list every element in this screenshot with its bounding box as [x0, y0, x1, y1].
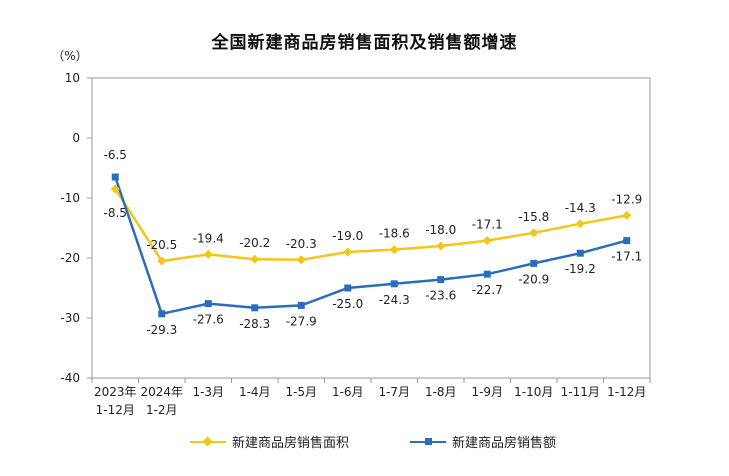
data-label-sales-amount: -25.0 — [332, 297, 363, 311]
data-point-sales-area — [389, 245, 399, 255]
data-label-sales-amount: -19.2 — [565, 262, 596, 276]
y-tick-label: -10 — [60, 191, 80, 205]
data-point-sales-area — [482, 236, 492, 246]
x-tick-label: 1-5月 — [285, 385, 317, 399]
data-point-sales-area — [529, 228, 539, 238]
data-point-sales-area — [622, 210, 632, 220]
data-label-sales-area: -18.6 — [379, 227, 410, 241]
data-point-sales-amount — [483, 270, 491, 278]
data-point-sales-amount — [576, 249, 584, 257]
legend-swatch-area — [190, 436, 226, 446]
chart-legend: 新建商品房销售面积 新建商品房销售额 — [0, 432, 729, 456]
data-label-sales-amount: -27.6 — [193, 313, 224, 327]
data-label-sales-area: -20.2 — [239, 236, 270, 250]
data-label-sales-area: -20.3 — [286, 237, 317, 251]
data-label-sales-area: -19.0 — [332, 229, 363, 243]
data-label-sales-area: -20.5 — [146, 238, 177, 252]
legend-item-area: 新建商品房销售面积 — [190, 432, 349, 451]
legend-swatch-sales — [410, 437, 446, 445]
x-tick-label: 1-12月 — [607, 385, 646, 399]
x-tick-label: 1-10月 — [514, 385, 553, 399]
data-label-sales-amount: -20.9 — [518, 272, 549, 286]
data-label-sales-amount: -6.5 — [104, 148, 127, 162]
data-point-sales-amount — [344, 284, 352, 292]
data-point-sales-amount — [251, 304, 259, 312]
x-tick-label: 1-6月 — [332, 385, 364, 399]
data-point-sales-amount — [158, 310, 166, 318]
data-point-sales-area — [575, 219, 585, 229]
data-label-sales-area: -18.0 — [425, 223, 456, 237]
x-tick-label: 1-4月 — [239, 385, 271, 399]
data-label-sales-amount: -29.3 — [146, 323, 177, 337]
x-tick-label: 2024年 — [140, 385, 183, 399]
data-label-sales-area: -8.5 — [104, 206, 127, 220]
data-label-sales-amount: -27.9 — [286, 314, 317, 328]
x-tick-label: 2023年 — [94, 385, 137, 399]
x-tick-label: 1-2月 — [146, 403, 178, 417]
data-point-sales-area — [343, 247, 353, 257]
x-tick-label: 1-7月 — [378, 385, 410, 399]
x-tick-label: 1-9月 — [471, 385, 503, 399]
chart-title: 全国新建商品房销售面积及销售额增速 — [211, 33, 518, 53]
data-point-sales-amount — [297, 301, 305, 309]
data-label-sales-area: -19.4 — [193, 231, 224, 245]
legend-label-area: 新建商品房销售面积 — [232, 436, 350, 451]
data-point-sales-area — [250, 254, 260, 264]
data-point-sales-amount — [623, 237, 631, 245]
data-point-sales-amount — [530, 259, 538, 267]
data-label-sales-area: -14.3 — [565, 201, 596, 215]
data-point-sales-amount — [390, 280, 398, 288]
line-chart: （%） 10 0 -10 -20 -30 -40 2023年 1-12月 2024年 1-2月 1-3… — [52, 49, 651, 417]
x-tick-label: 1-3月 — [192, 385, 224, 399]
y-tick-label: -20 — [60, 251, 80, 265]
data-label-sales-area: -17.1 — [472, 218, 503, 232]
legend-label-sales: 新建商品房销售额 — [452, 436, 557, 451]
data-label-sales-amount: -17.1 — [611, 250, 642, 264]
y-axis-unit: （%） — [52, 49, 87, 63]
data-label-sales-area: -15.8 — [518, 210, 549, 224]
data-label-sales-amount: -28.3 — [239, 317, 270, 331]
x-tick-label: 1-12月 — [96, 403, 135, 417]
y-tick-label: 10 — [65, 71, 80, 85]
x-tick-label: 1-8月 — [425, 385, 457, 399]
data-point-sales-amount — [204, 300, 212, 308]
data-point-sales-area — [157, 256, 167, 266]
data-point-sales-area — [203, 249, 213, 259]
y-tick-label: 0 — [72, 131, 80, 145]
data-point-sales-area — [436, 241, 446, 251]
data-label-sales-amount: -22.7 — [472, 283, 503, 297]
data-label-sales-area: -12.9 — [611, 192, 642, 206]
y-tick-label: -30 — [60, 311, 80, 325]
data-label-sales-amount: -23.6 — [425, 289, 456, 303]
y-tick-label: -40 — [60, 371, 80, 385]
data-point-sales-area — [296, 255, 306, 265]
data-point-sales-amount — [111, 173, 119, 181]
x-tick-label: 1-11月 — [561, 385, 600, 399]
legend-item-sales: 新建商品房销售额 — [410, 432, 556, 451]
data-label-sales-amount: -24.3 — [379, 293, 410, 307]
data-point-sales-amount — [437, 276, 445, 284]
series-line-sales-area — [114, 188, 627, 263]
series-line-sales-amount — [114, 176, 628, 316]
data-point-sales-area — [110, 184, 120, 194]
